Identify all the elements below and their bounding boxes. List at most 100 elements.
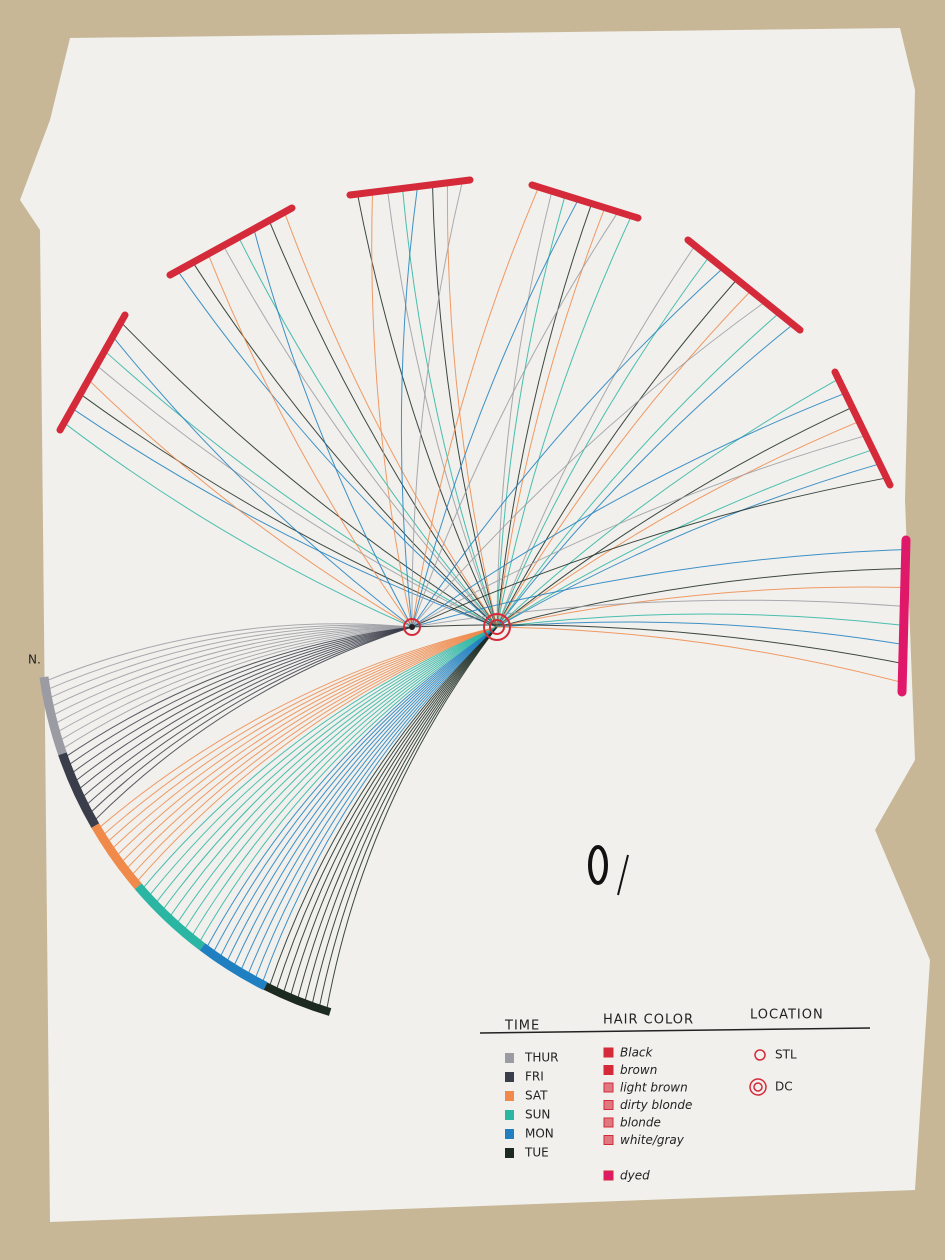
time-link [119,626,498,864]
time-link [318,626,498,1009]
hair-link [71,408,498,628]
legend-rule [479,1027,871,1034]
time-link [53,626,413,725]
time-link [135,626,498,884]
time-link [101,626,498,837]
hair-bracket [684,236,804,334]
stl-symbol [754,1049,766,1061]
hair-swatch [603,1117,614,1128]
hair-link [411,392,846,628]
time-segment [91,823,142,890]
hair-link [411,267,724,628]
hair-link [496,621,904,645]
hair-swatch [603,1047,614,1058]
hair-link [80,393,498,628]
hair-swatch [603,1100,614,1110]
time-label: SUN [525,1108,550,1122]
legend: TIME HAIR COLOR LOCATION THUR FRI SAT SUN MON TU… [504,1008,824,1183]
time-link [51,626,413,717]
time-segment [199,943,268,991]
scribble [588,845,608,885]
time-link [73,626,413,783]
hair-link [496,290,752,628]
hair-bracket [56,311,129,434]
hair-label: dirty blonde [620,1098,692,1112]
time-link [205,626,498,950]
stl-hub [403,618,421,636]
hair-link [496,191,553,628]
time-link [325,626,498,1012]
time-swatch [505,1148,514,1158]
hair-link [120,321,498,628]
hair-link [63,422,413,628]
hair-link [411,180,463,628]
time-link [80,626,413,799]
legend-header: TIME [504,1019,540,1034]
time-segment [39,676,67,756]
hair-link [177,270,498,628]
time-link [289,626,498,998]
hair-link [496,449,873,628]
time-link [129,626,498,878]
hair-link [283,212,498,628]
time-link [60,626,413,751]
location-label: DC [775,1080,793,1094]
hair-link [253,228,413,628]
hair-label: blonde [620,1116,661,1130]
hair-link [496,463,880,628]
hair-link [411,477,887,628]
hair-link [411,211,619,628]
time-segment [263,982,332,1016]
dc-hub-inner [489,619,505,635]
time-link [303,626,498,1004]
legend-header: LOCATION [750,1008,824,1023]
hair-link [496,568,906,628]
hair-link [496,279,738,628]
time-link [92,626,413,823]
time-swatch [505,1110,514,1120]
time-link [49,626,413,708]
hair-label: brown [620,1063,657,1077]
hair-link [411,199,579,628]
hair-link [496,207,606,628]
hair-bracket [831,368,894,489]
hair-link [496,312,780,628]
hair-link [207,253,413,628]
time-link [296,626,498,1001]
stl-hub-dot [409,624,415,630]
hair-brackets [56,176,911,697]
time-swatch [505,1091,514,1101]
time-link [211,626,498,955]
time-link [115,626,498,858]
time-link [141,626,498,891]
mark-label: N. [28,653,41,667]
hair-swatch [603,1082,614,1093]
hair-link [387,190,498,628]
time-link [275,626,498,992]
time-label: TUE [524,1146,549,1160]
time-link [147,626,498,898]
hair-label: white/gray [620,1133,685,1147]
hair-bracket [528,181,642,222]
time-link [311,626,498,1007]
time-link [182,626,498,932]
hair-link [192,262,498,628]
hair-link [496,613,904,628]
hair-link [496,215,632,628]
time-arc [39,676,332,1016]
hair-bracket [346,176,474,199]
time-link [66,626,413,767]
time-link [154,626,498,905]
hair-swatch [603,1065,614,1075]
time-link [76,626,413,791]
dc-symbol [749,1078,767,1096]
location-label: STL [775,1048,797,1062]
time-link [69,626,413,775]
hair-link [400,186,418,628]
hair-link [446,182,498,628]
dc-symbol-inner [753,1082,763,1092]
hair-swatch [603,1135,614,1145]
legend-header: HAIR COLOR [603,1013,694,1028]
hair-bracket [166,204,296,279]
